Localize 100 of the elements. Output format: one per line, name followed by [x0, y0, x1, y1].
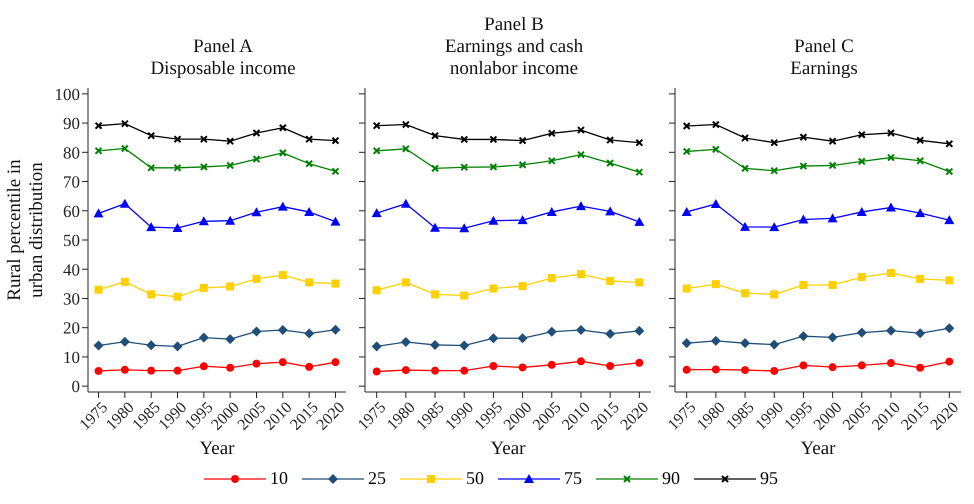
point [634, 216, 644, 226]
point [770, 290, 778, 298]
point [331, 358, 340, 366]
point [174, 366, 182, 375]
point [741, 366, 750, 374]
y-tick-label: 60 [63, 202, 80, 221]
point [488, 216, 498, 225]
point [548, 129, 556, 138]
point [605, 206, 616, 216]
point [226, 364, 234, 372]
point [120, 198, 130, 208]
point [945, 276, 954, 284]
point [400, 337, 411, 348]
y-tick-label: 100 [54, 84, 80, 104]
point [944, 215, 954, 224]
point [226, 161, 234, 170]
y-tick-label: 10 [63, 348, 80, 367]
point [769, 222, 780, 232]
point [886, 154, 895, 162]
point [799, 281, 808, 290]
point [828, 137, 837, 146]
point [576, 357, 585, 366]
point [606, 159, 614, 168]
point [372, 341, 382, 352]
point [712, 145, 720, 154]
point [305, 278, 314, 286]
point [916, 364, 924, 372]
point [712, 280, 720, 288]
x-axis-title: Year [799, 438, 836, 460]
y-tick-label: 0 [72, 377, 80, 396]
point [225, 334, 236, 344]
point [710, 199, 721, 208]
point [252, 129, 260, 138]
point [635, 138, 644, 147]
point [682, 206, 692, 216]
point [576, 325, 586, 336]
point [174, 135, 182, 144]
y-tick-label: 30 [63, 289, 80, 308]
point [94, 122, 103, 130]
point [548, 274, 556, 282]
point [915, 328, 926, 338]
point [147, 164, 156, 172]
point [799, 162, 808, 170]
point [682, 338, 692, 348]
point [828, 281, 837, 290]
point [710, 336, 721, 346]
point [488, 333, 498, 344]
point [459, 340, 470, 351]
point [372, 146, 381, 155]
point [200, 135, 208, 144]
point [858, 157, 866, 166]
point [120, 366, 129, 374]
point [518, 136, 527, 145]
point [172, 223, 183, 232]
point [304, 328, 314, 339]
point [251, 207, 262, 216]
point [606, 136, 614, 144]
point [146, 222, 156, 232]
point [828, 332, 838, 342]
point [305, 160, 314, 168]
point [741, 289, 750, 298]
point [548, 156, 556, 165]
y-tick-label: 70 [63, 172, 80, 192]
point [226, 282, 234, 290]
point [489, 135, 498, 144]
y-axis-title: Rural percentile in urban distribution [4, 158, 48, 303]
point [278, 325, 288, 336]
point [460, 292, 468, 300]
point [856, 328, 867, 338]
point [858, 273, 866, 282]
point [635, 168, 644, 176]
point [886, 269, 895, 278]
point [331, 280, 340, 288]
point [886, 202, 896, 212]
point [226, 137, 234, 146]
legend-label: 25 [368, 468, 386, 489]
y-tick-label: 40 [63, 260, 80, 280]
y-tick-label: 20 [63, 318, 80, 338]
point [828, 363, 837, 372]
point [518, 215, 528, 224]
point [828, 213, 838, 222]
point [198, 216, 209, 226]
point [828, 161, 837, 170]
point [431, 366, 440, 375]
point [576, 270, 585, 278]
point [799, 361, 808, 370]
point [712, 120, 720, 129]
point [252, 155, 260, 164]
y-tick-label: 90 [63, 114, 80, 134]
point [330, 216, 340, 226]
point [489, 362, 498, 370]
point [916, 156, 924, 165]
point [252, 274, 260, 283]
point [94, 146, 103, 155]
chart-title: Panel A Disposable income [150, 36, 296, 80]
point [304, 206, 314, 216]
chart-title: Panel C Earnings [790, 36, 858, 80]
point [460, 366, 468, 375]
point [799, 133, 808, 142]
point [402, 278, 410, 286]
